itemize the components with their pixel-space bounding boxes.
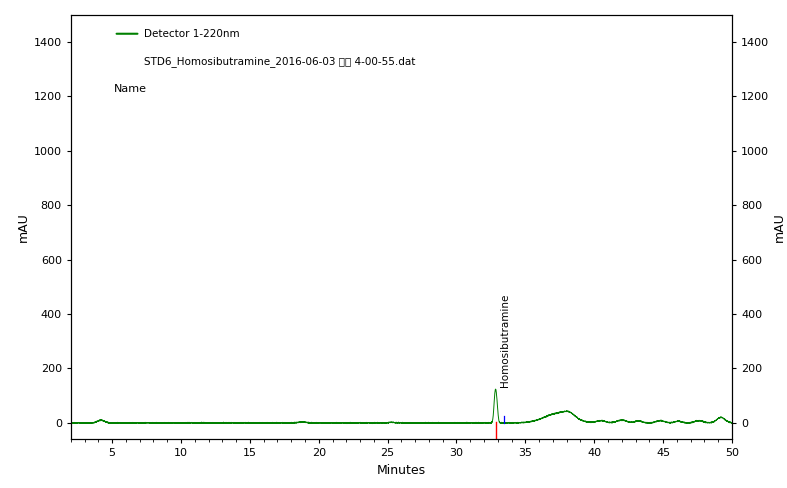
Y-axis label: mAU: mAU [774,212,786,242]
X-axis label: Minutes: Minutes [377,464,426,477]
Text: Homosibutramine: Homosibutramine [500,294,510,387]
Y-axis label: mAU: mAU [17,212,29,242]
Text: STD6_Homosibutramine_2016-06-03 오후 4-00-55.dat: STD6_Homosibutramine_2016-06-03 오후 4-00-… [143,56,415,67]
Text: Name: Name [114,84,147,94]
Text: Detector 1-220nm: Detector 1-220nm [143,29,239,39]
